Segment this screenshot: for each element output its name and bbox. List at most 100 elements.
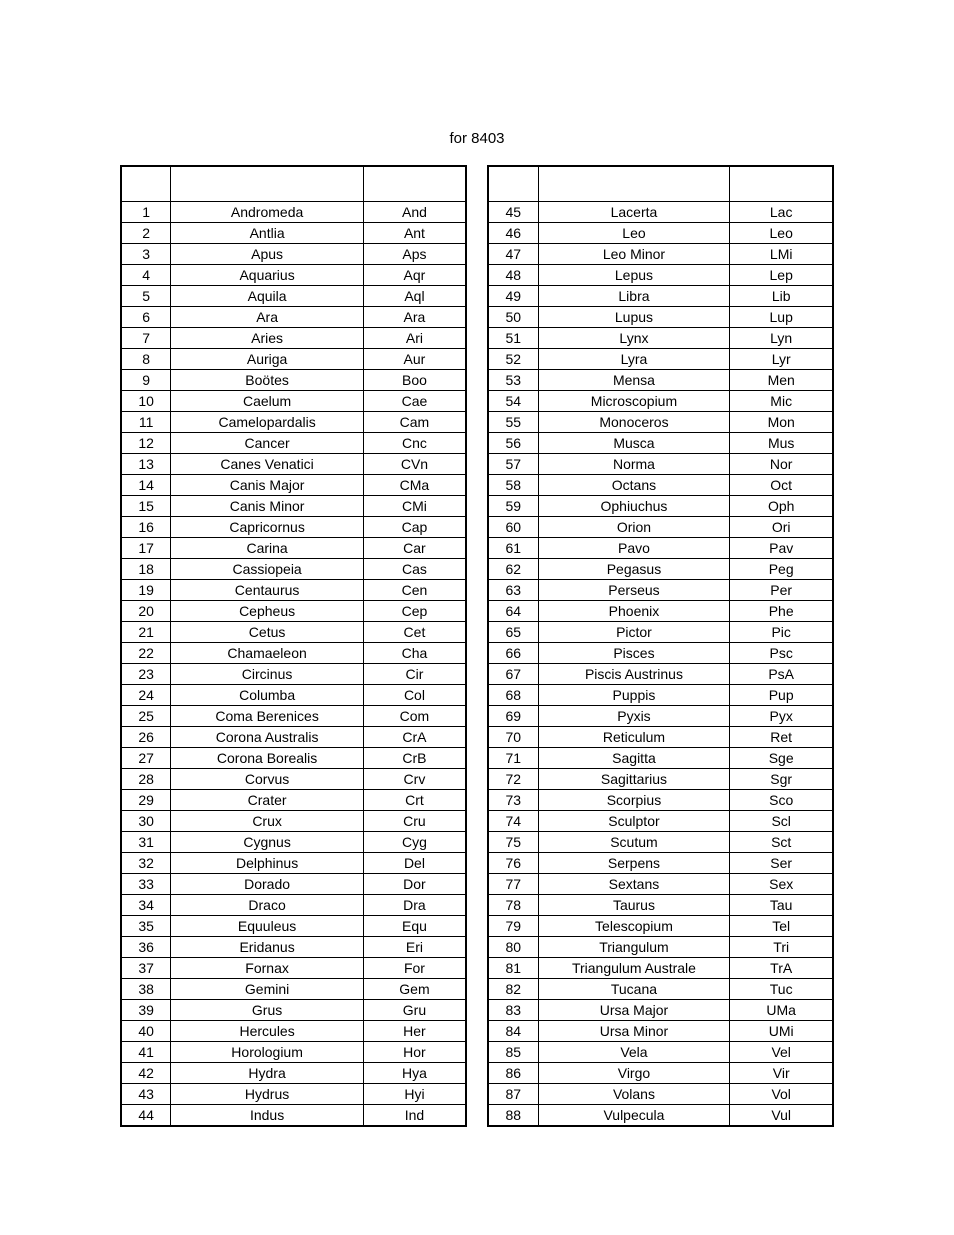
cell-number: 11 [121, 412, 171, 433]
cell-constellation-name: Sculptor [538, 811, 730, 832]
cell-constellation-name: Perseus [538, 580, 730, 601]
table-row: 57NormaNor [488, 454, 833, 475]
cell-abbreviation: TrA [730, 958, 833, 979]
table-row: 87VolansVol [488, 1084, 833, 1105]
cell-number: 30 [121, 811, 171, 832]
table-row: 24ColumbaCol [121, 685, 466, 706]
cell-number: 24 [121, 685, 171, 706]
cell-abbreviation: Cas [363, 559, 466, 580]
table-row: 37FornaxFor [121, 958, 466, 979]
cell-number: 61 [488, 538, 538, 559]
table-row: 66PiscesPsc [488, 643, 833, 664]
table-row: 82TucanaTuc [488, 979, 833, 1000]
cell-number: 39 [121, 1000, 171, 1021]
table-row: 15Canis MinorCMi [121, 496, 466, 517]
table-row: 22ChamaeleonCha [121, 643, 466, 664]
page-title: for 8403 [120, 130, 834, 147]
table-row: 74SculptorScl [488, 811, 833, 832]
cell-number: 42 [121, 1063, 171, 1084]
table-row: 18CassiopeiaCas [121, 559, 466, 580]
cell-constellation-name: Indus [171, 1105, 364, 1127]
cell-abbreviation: Mon [730, 412, 833, 433]
table-row: 59OphiuchusOph [488, 496, 833, 517]
cell-constellation-name: Pegasus [538, 559, 730, 580]
table-row: 52LyraLyr [488, 349, 833, 370]
cell-number: 77 [488, 874, 538, 895]
table-row: 30CruxCru [121, 811, 466, 832]
table-row: 88VulpeculaVul [488, 1105, 833, 1127]
cell-constellation-name: Pictor [538, 622, 730, 643]
cell-abbreviation: Cep [363, 601, 466, 622]
table-row: 61PavoPav [488, 538, 833, 559]
cell-abbreviation: Crv [363, 769, 466, 790]
cell-number: 27 [121, 748, 171, 769]
cell-number: 78 [488, 895, 538, 916]
cell-abbreviation: Col [363, 685, 466, 706]
cell-abbreviation: Hyi [363, 1084, 466, 1105]
cell-abbreviation: Sgr [730, 769, 833, 790]
cell-number: 35 [121, 916, 171, 937]
table-row: 79TelescopiumTel [488, 916, 833, 937]
cell-number: 26 [121, 727, 171, 748]
cell-number: 47 [488, 244, 538, 265]
cell-number: 85 [488, 1042, 538, 1063]
cell-abbreviation: Lyr [730, 349, 833, 370]
table-row: 69PyxisPyx [488, 706, 833, 727]
cell-constellation-name: Taurus [538, 895, 730, 916]
cell-abbreviation: For [363, 958, 466, 979]
cell-number: 68 [488, 685, 538, 706]
cell-number: 28 [121, 769, 171, 790]
cell-abbreviation: Oph [730, 496, 833, 517]
cell-abbreviation: Equ [363, 916, 466, 937]
cell-constellation-name: Leo Minor [538, 244, 730, 265]
cell-constellation-name: Octans [538, 475, 730, 496]
cell-abbreviation: Ser [730, 853, 833, 874]
table-row: 35EquuleusEqu [121, 916, 466, 937]
table-row: 16CapricornusCap [121, 517, 466, 538]
cell-abbreviation: Sct [730, 832, 833, 853]
cell-constellation-name: Volans [538, 1084, 730, 1105]
table-row: 48LepusLep [488, 265, 833, 286]
cell-number: 55 [488, 412, 538, 433]
table-row: 83Ursa MajorUMa [488, 1000, 833, 1021]
cell-abbreviation: Sge [730, 748, 833, 769]
table-row: 25Coma BerenicesCom [121, 706, 466, 727]
table-row: 14Canis MajorCMa [121, 475, 466, 496]
cell-abbreviation: Ori [730, 517, 833, 538]
cell-abbreviation: Leo [730, 223, 833, 244]
cell-constellation-name: Pyxis [538, 706, 730, 727]
cell-constellation-name: Serpens [538, 853, 730, 874]
cell-number: 4 [121, 265, 171, 286]
cell-number: 2 [121, 223, 171, 244]
table-row: 39GrusGru [121, 1000, 466, 1021]
cell-number: 71 [488, 748, 538, 769]
cell-constellation-name: Telescopium [538, 916, 730, 937]
table-row: 34DracoDra [121, 895, 466, 916]
cell-number: 19 [121, 580, 171, 601]
cell-constellation-name: Horologium [171, 1042, 364, 1063]
cell-abbreviation: Mic [730, 391, 833, 412]
table-header-cell [171, 166, 364, 202]
cell-constellation-name: Hydrus [171, 1084, 364, 1105]
cell-number: 13 [121, 454, 171, 475]
cell-constellation-name: Auriga [171, 349, 364, 370]
cell-number: 29 [121, 790, 171, 811]
cell-abbreviation: Mus [730, 433, 833, 454]
table-row: 31CygnusCyg [121, 832, 466, 853]
cell-abbreviation: Lep [730, 265, 833, 286]
cell-number: 45 [488, 202, 538, 223]
table-row: 26Corona AustralisCrA [121, 727, 466, 748]
cell-abbreviation: UMa [730, 1000, 833, 1021]
cell-number: 38 [121, 979, 171, 1000]
cell-abbreviation: PsA [730, 664, 833, 685]
table-row: 64PhoenixPhe [488, 601, 833, 622]
table-row: 78TaurusTau [488, 895, 833, 916]
table-row: 56MuscaMus [488, 433, 833, 454]
cell-number: 63 [488, 580, 538, 601]
cell-abbreviation: Lib [730, 286, 833, 307]
cell-number: 48 [488, 265, 538, 286]
table-row: 44IndusInd [121, 1105, 466, 1127]
cell-number: 8 [121, 349, 171, 370]
table-row: 60OrionOri [488, 517, 833, 538]
cell-constellation-name: Orion [538, 517, 730, 538]
